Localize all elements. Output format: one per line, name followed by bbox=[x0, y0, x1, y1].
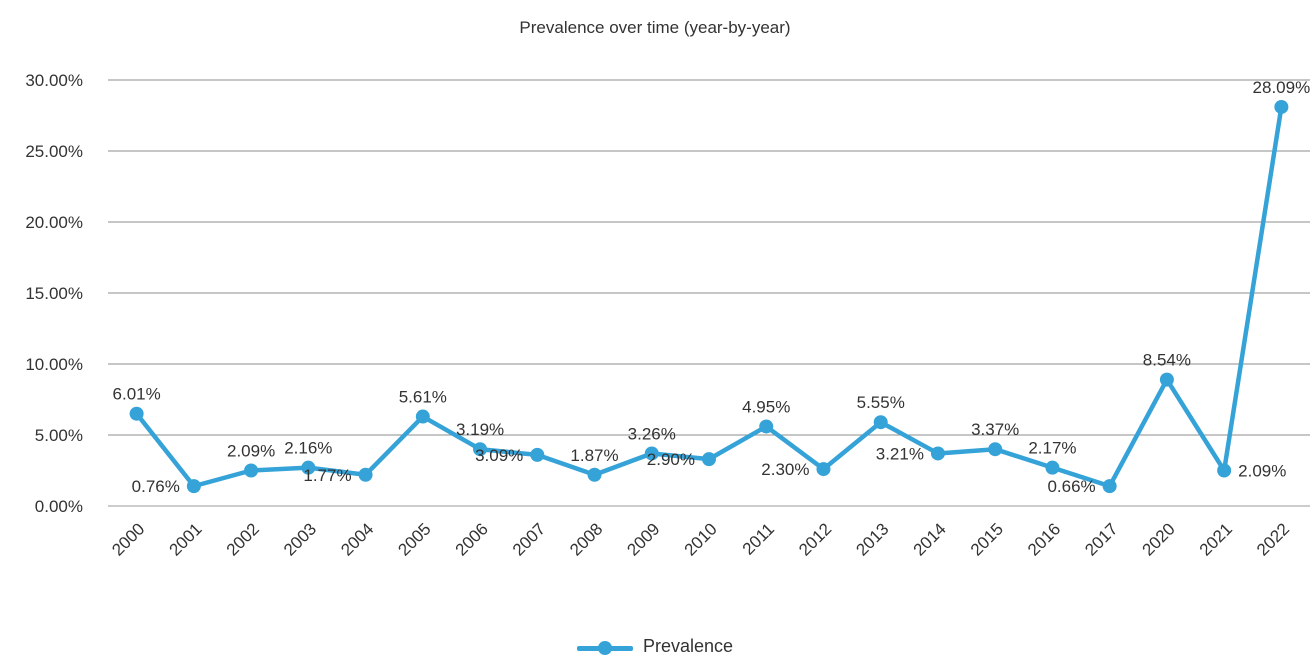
data-label: 1.77% bbox=[303, 466, 351, 485]
y-tick-label: 15.00% bbox=[25, 284, 83, 303]
data-point bbox=[186, 479, 201, 494]
data-label: 2.90% bbox=[647, 450, 695, 469]
data-point bbox=[530, 447, 545, 462]
data-point bbox=[1217, 463, 1232, 478]
data-label: 3.21% bbox=[876, 444, 924, 463]
data-point bbox=[644, 446, 659, 461]
x-tick-label: 2015 bbox=[967, 519, 1007, 559]
x-tick-label: 2012 bbox=[795, 519, 835, 559]
data-label: 3.19% bbox=[456, 420, 504, 439]
data-label: 8.54% bbox=[1143, 351, 1191, 370]
data-point bbox=[702, 452, 716, 467]
data-label: 28.09% bbox=[1253, 78, 1310, 97]
data-point bbox=[1102, 479, 1117, 494]
data-point bbox=[358, 467, 373, 482]
data-point bbox=[244, 463, 259, 478]
data-point bbox=[129, 406, 144, 421]
data-label: 6.01% bbox=[113, 385, 161, 404]
x-tick-label: 2020 bbox=[1139, 519, 1179, 559]
data-point bbox=[1274, 99, 1289, 114]
x-tick-label: 2005 bbox=[394, 519, 434, 559]
y-tick-label: 30.00% bbox=[25, 71, 83, 90]
x-tick-label: 2017 bbox=[1081, 519, 1121, 559]
data-point bbox=[759, 419, 774, 434]
y-tick-label: 5.00% bbox=[35, 426, 83, 445]
data-point bbox=[1045, 460, 1060, 475]
data-point bbox=[873, 415, 888, 430]
y-tick-label: 25.00% bbox=[25, 142, 83, 161]
x-tick-label: 2008 bbox=[566, 519, 606, 559]
x-tick-label: 2001 bbox=[166, 519, 206, 559]
data-label: 2.17% bbox=[1028, 439, 1076, 458]
y-tick-label: 20.00% bbox=[25, 213, 83, 232]
x-tick-label: 2011 bbox=[739, 519, 778, 558]
x-tick-label: 2010 bbox=[681, 519, 721, 559]
data-label: 4.95% bbox=[742, 397, 790, 416]
chart-title: Prevalence over time (year-by-year) bbox=[519, 18, 791, 37]
data-label: 2.30% bbox=[761, 460, 809, 479]
data-point bbox=[473, 442, 488, 457]
data-label: 2.09% bbox=[1238, 462, 1286, 481]
data-label: 3.26% bbox=[628, 424, 676, 443]
data-point bbox=[930, 446, 945, 461]
data-point bbox=[988, 442, 1003, 457]
x-tick-label: 2007 bbox=[509, 519, 549, 559]
y-tick-label: 0.00% bbox=[35, 497, 83, 516]
series-line bbox=[134, 104, 1284, 489]
x-tick-label: 2014 bbox=[910, 519, 950, 559]
legend-label: Prevalence bbox=[642, 636, 734, 656]
data-label: 3.37% bbox=[971, 420, 1019, 439]
data-point bbox=[1159, 372, 1174, 387]
x-tick-label: 2000 bbox=[108, 519, 148, 559]
legend: Prevalence bbox=[0, 636, 1310, 657]
data-point bbox=[415, 409, 430, 424]
x-tick-label: 2004 bbox=[337, 519, 377, 559]
x-tick-label: 2021 bbox=[1196, 519, 1236, 559]
data-label: 3.09% bbox=[475, 446, 523, 465]
data-point bbox=[587, 467, 602, 482]
data-label: 2.16% bbox=[284, 439, 332, 458]
data-label: 1.87% bbox=[570, 446, 618, 465]
y-tick-label: 10.00% bbox=[25, 355, 83, 374]
data-point bbox=[816, 462, 831, 477]
x-tick-label: 2022 bbox=[1253, 519, 1293, 559]
legend-marker bbox=[597, 640, 612, 655]
x-tick-label: 2006 bbox=[452, 519, 492, 559]
data-label: 0.76% bbox=[132, 477, 180, 496]
x-tick-label: 2016 bbox=[1024, 519, 1064, 559]
x-tick-label: 2003 bbox=[280, 519, 320, 559]
data-label: 5.55% bbox=[857, 393, 905, 412]
data-label: 5.61% bbox=[399, 388, 447, 407]
x-tick-label: 2009 bbox=[623, 519, 663, 559]
data-point bbox=[301, 460, 316, 475]
x-tick-label: 2013 bbox=[852, 519, 892, 559]
data-label: 0.66% bbox=[1047, 477, 1095, 496]
data-label: 2.09% bbox=[227, 442, 275, 461]
x-tick-label: 2002 bbox=[223, 519, 263, 559]
legend-swatch bbox=[576, 637, 633, 657]
